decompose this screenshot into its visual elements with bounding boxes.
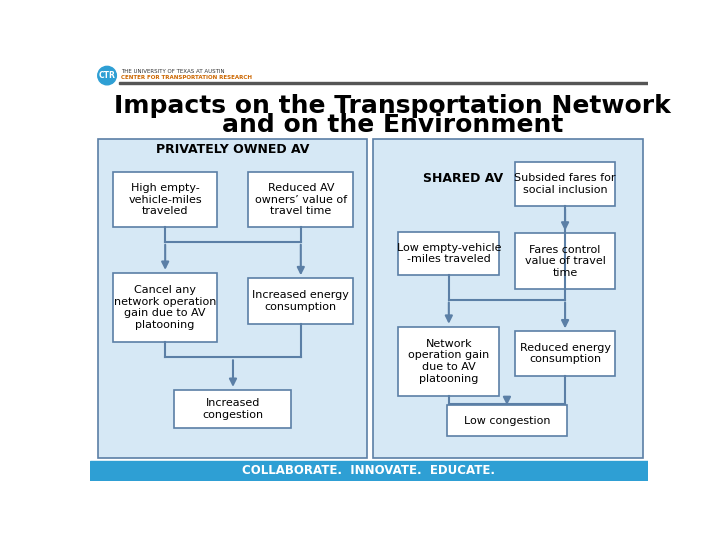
Bar	[373, 139, 642, 457]
Text: SHARED AV: SHARED AV	[423, 172, 503, 185]
Bar	[398, 232, 499, 275]
Text: CTR: CTR	[99, 71, 115, 80]
Text: Network
operation gain
due to AV
platooning: Network operation gain due to AV platoon…	[408, 339, 490, 383]
Bar	[90, 461, 648, 481]
Text: THE UNIVERSITY OF TEXAS AT AUSTIN: THE UNIVERSITY OF TEXAS AT AUSTIN	[121, 69, 225, 74]
Text: PRIVATELY OWNED AV: PRIVATELY OWNED AV	[156, 143, 310, 156]
Bar	[98, 139, 367, 457]
Bar	[515, 331, 616, 376]
Text: Cancel any
network operation
gain due to AV
platooning: Cancel any network operation gain due to…	[114, 285, 217, 330]
Bar	[120, 82, 648, 84]
Text: Low congestion: Low congestion	[464, 416, 550, 426]
Text: Increased energy
consumption: Increased energy consumption	[253, 291, 349, 312]
Text: Reduced AV
owners’ value of
travel time: Reduced AV owners’ value of travel time	[255, 183, 347, 216]
Bar	[515, 162, 616, 206]
Bar	[447, 405, 567, 436]
Text: and on the Environment: and on the Environment	[222, 112, 563, 137]
Circle shape	[98, 66, 117, 85]
Text: Subsided fares for
social inclusion: Subsided fares for social inclusion	[514, 173, 616, 195]
Bar	[248, 278, 353, 325]
Text: Reduced energy
consumption: Reduced energy consumption	[520, 343, 611, 364]
Text: COLLABORATE.  INNOVATE.  EDUCATE.: COLLABORATE. INNOVATE. EDUCATE.	[243, 464, 495, 477]
Bar	[113, 172, 217, 227]
Bar	[515, 233, 616, 289]
Text: High empty-
vehicle-miles
traveled: High empty- vehicle-miles traveled	[128, 183, 202, 216]
Text: CENTER FOR TRANSPORTATION RESEARCH: CENTER FOR TRANSPORTATION RESEARCH	[121, 76, 252, 80]
Text: Fares control
value of travel
time: Fares control value of travel time	[525, 245, 606, 278]
Bar	[248, 172, 353, 227]
Bar	[174, 390, 291, 428]
Bar	[113, 273, 217, 342]
Bar	[398, 327, 499, 396]
Text: Increased
congestion: Increased congestion	[202, 398, 264, 420]
Text: Impacts on the Transportation Network: Impacts on the Transportation Network	[114, 94, 670, 118]
Text: Low empty-vehicle
-miles traveled: Low empty-vehicle -miles traveled	[397, 242, 501, 264]
